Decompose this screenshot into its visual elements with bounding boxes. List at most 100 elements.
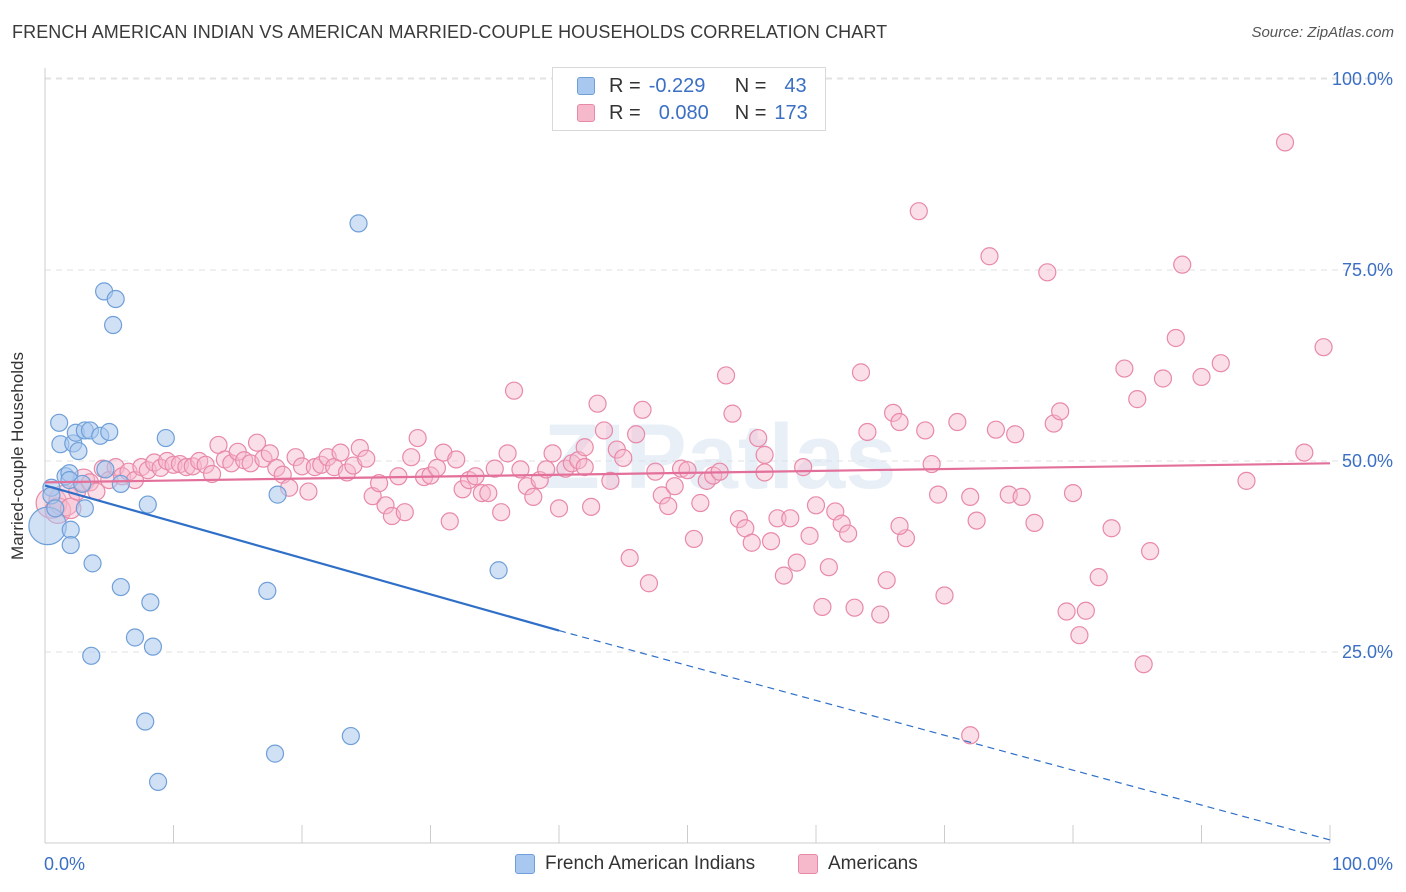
data-point-americans	[684, 529, 704, 549]
y-tick-label: 25.0%	[1342, 642, 1393, 662]
data-point-french-american-indians	[265, 744, 285, 763]
data-point-americans	[453, 480, 472, 499]
data-point-americans	[871, 605, 890, 624]
data-point-americans	[1153, 369, 1173, 388]
data-point-americans	[961, 487, 980, 507]
data-point-americans	[1237, 471, 1256, 490]
data-point-french-american-indians	[75, 499, 94, 518]
trend-lines	[44, 462, 1331, 841]
trend-line-french-american-indians-extension	[558, 630, 1331, 841]
data-point-french-american-indians	[46, 499, 65, 518]
data-point-americans	[620, 548, 639, 568]
data-point-americans	[537, 460, 556, 479]
bottom-legend-label: French American Indians	[545, 853, 756, 874]
legend-r-value: 0.080	[658, 101, 709, 124]
data-point-americans	[1211, 354, 1230, 373]
data-point-americans	[614, 448, 633, 468]
data-point-americans	[582, 497, 601, 516]
data-point-americans	[524, 487, 543, 507]
data-point-americans	[267, 458, 286, 477]
data-point-americans	[1102, 519, 1121, 538]
data-point-americans	[883, 403, 903, 422]
data-point-americans	[575, 438, 594, 457]
data-point-americans	[948, 412, 967, 432]
data-point-americans	[370, 474, 389, 493]
data-point-french-american-indians	[106, 289, 125, 309]
data-point-americans	[1192, 367, 1211, 387]
x-tick-label: 100.0%	[1332, 854, 1393, 874]
data-point-americans	[639, 574, 659, 593]
data-point-americans	[928, 485, 948, 504]
data-point-americans	[659, 496, 678, 516]
data-point-french-american-indians	[111, 577, 130, 597]
y-axis-label: Married-couple Households	[8, 352, 27, 560]
data-point-americans	[768, 509, 787, 528]
data-point-french-american-indians	[141, 593, 160, 612]
legend-r-value: -0.229	[648, 74, 706, 97]
data-point-americans	[967, 511, 986, 530]
data-point-americans	[761, 532, 781, 551]
data-point-americans	[402, 448, 421, 467]
data-point-americans	[858, 422, 877, 442]
data-point-french-american-indians	[341, 726, 360, 746]
data-point-americans	[479, 483, 498, 503]
bottom-legend-item-blue: French American Indians	[515, 852, 755, 876]
data-point-americans	[588, 394, 607, 413]
bottom-legend-label: Americans	[828, 853, 918, 874]
y-tick-label: 100.0%	[1332, 69, 1393, 89]
bottom-legend-item-pink: Americans	[798, 852, 918, 876]
data-point-americans	[794, 458, 813, 477]
data-point-americans	[839, 524, 858, 543]
data-point-americans	[286, 448, 305, 467]
data-point-americans	[1140, 542, 1160, 561]
data-point-french-american-indians	[138, 495, 157, 514]
data-point-americans	[806, 496, 826, 515]
data-point-french-american-indians	[69, 441, 88, 461]
data-point-americans	[292, 457, 312, 476]
data-point-americans	[774, 566, 793, 585]
data-point-french-american-indians	[50, 413, 69, 432]
data-point-french-american-indians	[73, 474, 92, 494]
data-point-americans	[1063, 483, 1083, 503]
legend-n-label: N =	[734, 101, 767, 124]
data-point-americans	[986, 420, 1006, 439]
data-point-americans	[337, 463, 357, 482]
data-point-americans	[485, 459, 504, 478]
trend-line-french-american-indians	[44, 484, 560, 632]
y-tick-label: 50.0%	[1342, 451, 1393, 471]
bottom-legend-swatch-pink	[798, 854, 818, 874]
watermark: ZIPatlas	[544, 406, 897, 508]
legend-swatch-blue	[577, 77, 595, 95]
data-point-americans	[845, 598, 864, 617]
data-point-americans	[376, 496, 395, 515]
data-point-americans	[447, 450, 466, 469]
data-point-americans	[916, 421, 935, 440]
data-point-americans	[832, 514, 851, 533]
legend-r-label: R =	[609, 101, 641, 124]
data-point-americans	[504, 381, 524, 400]
data-point-french-american-indians	[349, 214, 368, 233]
chart-source: Source: ZipAtlas.com	[1251, 24, 1394, 41]
data-point-americans	[800, 526, 819, 545]
data-point-americans	[1089, 568, 1108, 587]
data-point-french-american-indians	[125, 628, 145, 647]
data-point-americans	[1166, 328, 1185, 348]
data-point-americans	[813, 597, 832, 617]
data-point-americans	[1012, 487, 1031, 507]
legend-row-blue: R = -0.229 N = 43	[577, 74, 807, 98]
legend-r-label: R =	[609, 74, 641, 97]
legend-swatch-pink	[577, 104, 595, 122]
data-point-americans	[749, 428, 768, 448]
data-point-americans	[350, 438, 369, 458]
data-point-americans	[1076, 601, 1095, 620]
data-point-americans	[961, 726, 980, 745]
data-point-americans	[1314, 338, 1333, 357]
data-point-americans	[935, 586, 954, 605]
data-point-americans	[472, 483, 491, 503]
tick-labels: 100.0% 75.0% 50.0% 25.0% 0.0% 100.0%	[44, 69, 1393, 874]
data-point-americans	[980, 247, 999, 266]
data-point-french-american-indians	[111, 474, 130, 494]
data-point-americans	[716, 366, 736, 385]
data-point-americans	[395, 503, 414, 522]
